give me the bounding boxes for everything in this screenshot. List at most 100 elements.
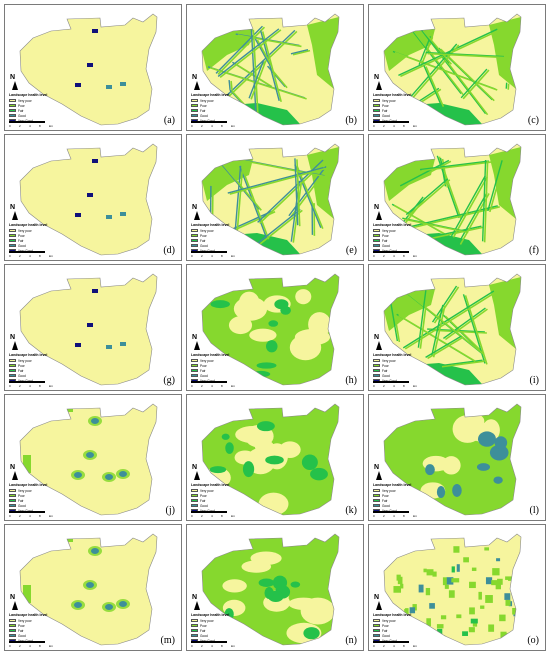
- scale-tick-label: 4: [393, 384, 395, 388]
- legend-label: Fair: [382, 109, 388, 113]
- legend-label: Very poor: [18, 489, 32, 493]
- legend-label: Good: [382, 634, 390, 638]
- scale-tick-label: 4: [29, 384, 31, 388]
- scale-tick-label: 8: [221, 384, 223, 388]
- scale-tick-label: 2: [201, 384, 203, 388]
- legend-swatch: [191, 499, 198, 503]
- legend-swatch: [191, 229, 198, 233]
- scale-tick-label: 2: [383, 254, 385, 258]
- scale-tick-label: km: [231, 644, 235, 648]
- scale-tick-label: km: [413, 124, 417, 128]
- legend-swatch: [9, 504, 16, 508]
- panel-label: (l): [530, 505, 539, 516]
- legend-label: Good: [18, 634, 26, 638]
- scale-tick-label: 0: [373, 124, 375, 128]
- scale-tick-label: 2: [201, 514, 203, 518]
- legend-swatch: [9, 244, 16, 248]
- legend-swatch: [9, 114, 16, 118]
- scale-tick-label: km: [413, 514, 417, 518]
- legend-swatch: [373, 104, 380, 108]
- legend-label: Good: [18, 114, 26, 118]
- legend-swatch: [9, 234, 16, 238]
- panel-label: (c): [528, 115, 539, 126]
- panel-label: (f): [529, 245, 539, 256]
- scale-tick-label: 0: [191, 644, 193, 648]
- legend-swatch: [9, 359, 16, 363]
- north-label: N: [192, 74, 197, 81]
- legend-label: Very poor: [382, 359, 396, 363]
- north-arrow-icon: [376, 341, 382, 350]
- scale-tick-label: 8: [221, 644, 223, 648]
- panel-label: (b): [345, 115, 357, 126]
- legend-swatch: [191, 244, 198, 248]
- legend-label: Fair: [382, 369, 388, 373]
- scale-tick-label: 4: [211, 124, 213, 128]
- legend-label: Poor: [200, 364, 207, 368]
- legend-swatch: [9, 624, 16, 628]
- legend-swatch: [191, 109, 198, 113]
- legend-swatch: [373, 109, 380, 113]
- panel-label: (i): [530, 375, 539, 386]
- legend-swatch: [191, 114, 198, 118]
- north-arrow-icon: [194, 341, 200, 350]
- legend-label: Fair: [200, 629, 206, 633]
- north-label: N: [192, 594, 197, 601]
- north-arrow-icon: [12, 341, 18, 350]
- legend-swatch: [373, 499, 380, 503]
- legend-label: Good: [200, 244, 208, 248]
- legend-title: Landscape health level: [9, 613, 47, 618]
- legend-title: Landscape health level: [191, 223, 229, 228]
- legend-label: Good: [18, 504, 26, 508]
- scale-tick-label: 0: [373, 514, 375, 518]
- north-arrow-icon: [376, 211, 382, 220]
- north-label: N: [192, 334, 197, 341]
- north-arrow-icon: [194, 81, 200, 90]
- legend-swatch: [9, 99, 16, 103]
- legend-label: Fair: [18, 239, 24, 243]
- panel-label: (m): [161, 635, 175, 646]
- legend-swatch: [191, 369, 198, 373]
- legend-label: Very poor: [18, 229, 32, 233]
- legend-label: Very poor: [200, 489, 214, 493]
- legend-label: Very poor: [200, 99, 214, 103]
- legend-label: Very poor: [200, 229, 214, 233]
- legend-title: Landscape health level: [191, 93, 229, 98]
- north-arrow-icon: [194, 211, 200, 220]
- north-label: N: [192, 464, 197, 471]
- scale-tick-label: km: [231, 384, 235, 388]
- scale-tick-label: 4: [211, 644, 213, 648]
- scale-tick-label: 2: [201, 644, 203, 648]
- legend-label: Poor: [200, 104, 207, 108]
- panel-label: (o): [527, 635, 539, 646]
- legend-swatch: [373, 369, 380, 373]
- scale-tick-label: 2: [19, 644, 21, 648]
- scale-tick-label: 2: [19, 124, 21, 128]
- legend-label: Fair: [382, 499, 388, 503]
- legend-label: Poor: [382, 624, 389, 628]
- legend-label: Very poor: [382, 619, 396, 623]
- legend-title: Landscape health level: [373, 223, 411, 228]
- scale-tick-label: 0: [9, 644, 11, 648]
- scale-tick-label: 4: [29, 644, 31, 648]
- legend-label: Poor: [382, 234, 389, 238]
- scale-tick-label: 8: [221, 514, 223, 518]
